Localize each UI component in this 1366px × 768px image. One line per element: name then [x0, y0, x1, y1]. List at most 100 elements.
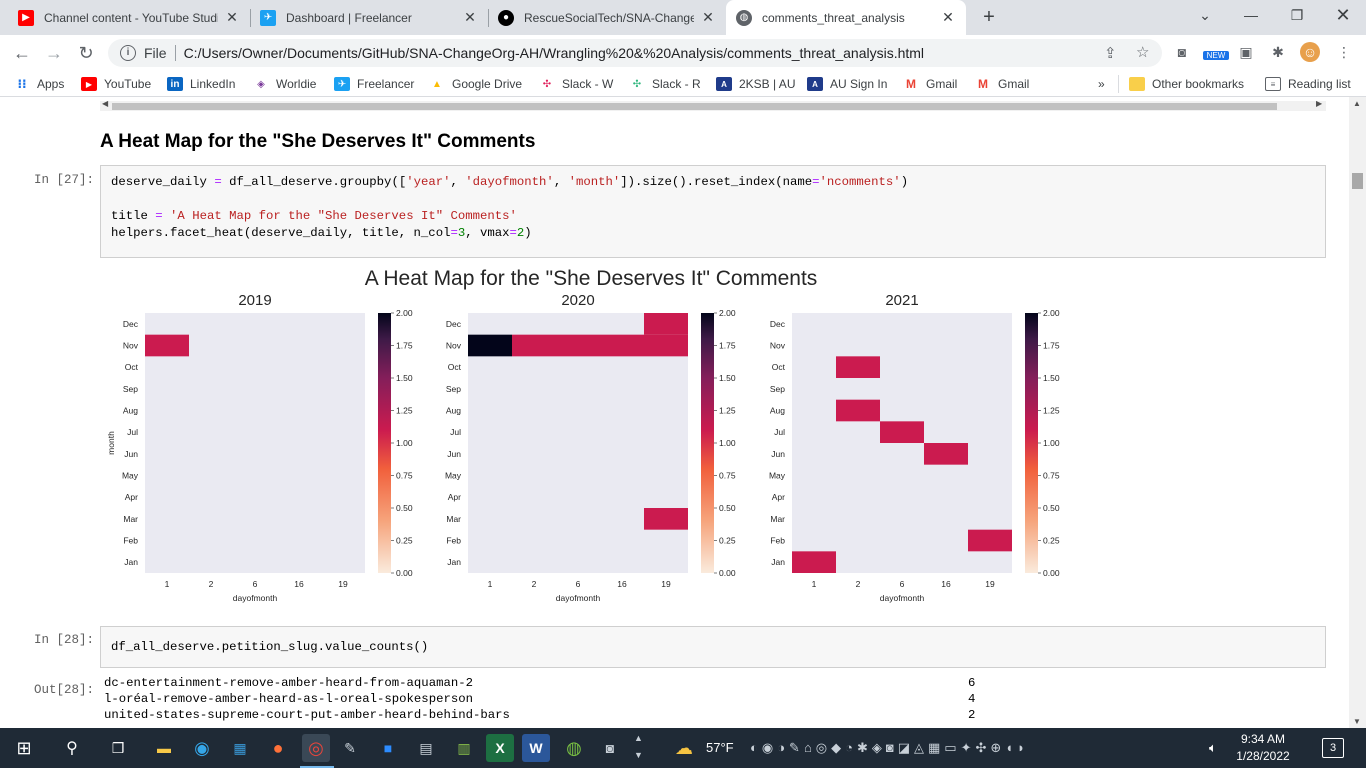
bookmark-freelancer[interactable]: ✈ Freelancer [334, 75, 414, 93]
x-tick-label: 1 [488, 579, 493, 589]
scroll-up-icon[interactable]: ▲ [1353, 99, 1361, 108]
notifications-icon[interactable]: 3 [1322, 738, 1344, 758]
code-token: = [812, 175, 820, 189]
y-tick-label: Sep [446, 384, 461, 394]
x-tick-label: 2 [532, 579, 537, 589]
back-arrow-icon[interactable]: ← [13, 43, 31, 63]
petition-slug: united-states-supreme-court-put-amber-he… [104, 708, 510, 722]
camera-icon[interactable]: ◙ [1177, 44, 1187, 60]
firefox-icon[interactable]: ● [272, 737, 284, 758]
x-axis-label: dayofmonth [233, 593, 278, 603]
bookmark-gmail-2[interactable]: M Gmail [975, 75, 1029, 93]
share-icon[interactable]: ⇪ [1104, 45, 1117, 62]
scroll-down-icon[interactable]: ▼ [1353, 717, 1361, 726]
youtube-icon: ▶ [18, 9, 34, 26]
scroll-left-icon[interactable]: ◀ [102, 99, 109, 108]
clock[interactable]: 9:34 AM 1/28/2022 [1228, 731, 1298, 765]
bookmark-reading-list[interactable]: ≡ Reading list [1265, 75, 1351, 93]
calculator-icon[interactable]: ▤ [419, 739, 433, 756]
bookmark-gmail-1[interactable]: M Gmail [903, 75, 957, 93]
volume-icon[interactable]: 🔈︎ [1209, 740, 1217, 755]
bookmark-au-sign-in[interactable]: A AU Sign In [807, 75, 887, 93]
close-icon[interactable]: ✕ [702, 9, 714, 25]
bookmarks-bar: ⁝⁝ Apps ▶ YouTube in LinkedIn ◈ Worldie ✈ Fre… [0, 71, 1366, 97]
x-tick-label: 16 [617, 579, 627, 589]
output-area: dc-entertainment-remove-amber-heard-from… [104, 675, 984, 723]
heatmap-cell [644, 508, 688, 530]
bookmark-youtube[interactable]: ▶ YouTube [81, 75, 151, 93]
tab-title: comments_threat_analysis [762, 10, 905, 25]
y-tick-label: Jul [127, 427, 138, 437]
colorbar-tick-label: 1.75 [719, 341, 736, 351]
horizontal-scrollbar[interactable]: ◀ ▶ [100, 99, 1326, 111]
code-cell-27[interactable]: deserve_daily = df_all_deserve.groupby([… [100, 165, 1326, 258]
extension-new-icon[interactable]: NEW [1203, 42, 1229, 62]
url-text[interactable]: C:/Users/Owner/Documents/GitHub/SNA-Chan… [183, 45, 925, 61]
bookmark-label: Worldie [276, 77, 317, 91]
minimize-button[interactable]: — [1244, 7, 1258, 23]
bookmark-slack-r[interactable]: ✣ Slack - R [629, 75, 701, 93]
windows-start-icon[interactable]: ⊞ [16, 737, 32, 758]
weather-temp[interactable]: 57°F [706, 740, 734, 755]
petition-count: 2 [968, 708, 976, 722]
heatmap-cell [836, 399, 880, 422]
bookmark-worldie[interactable]: ◈ Worldie [253, 75, 316, 93]
bookmark-google-drive[interactable]: ▲ Google Drive [429, 75, 522, 93]
new-tab-button[interactable]: + [983, 6, 995, 28]
chrome-icon[interactable]: ◎ [302, 734, 330, 762]
store-icon[interactable]: ▦ [233, 739, 247, 756]
vertical-scrollbar[interactable]: ▲ ▼ [1349, 97, 1366, 728]
scroll-right-icon[interactable]: ▶ [1316, 99, 1323, 108]
tray-icons[interactable]: ◐◉◑✎⌂◎◆◔✱◈◙◪◬▦▭✦✣⊕◖◗ [750, 740, 1029, 755]
bookmark-apps[interactable]: ⁝⁝ Apps [14, 75, 64, 93]
y-axis-label: month [106, 431, 116, 455]
tab-freelancer[interactable]: ✈ Dashboard | Freelancer ✕ [250, 0, 488, 35]
tab-comments-threat-analysis[interactable]: ◍ comments_threat_analysis ✕ [726, 0, 966, 35]
scrollbar-thumb[interactable] [1352, 173, 1363, 189]
camera-app-icon[interactable]: ◙ [605, 740, 615, 756]
word-icon[interactable]: W [522, 734, 550, 762]
bookmark-2ksb[interactable]: A 2KSB | AU [716, 75, 795, 93]
heatmap-cell [968, 529, 1012, 552]
code-cell-28[interactable]: df_all_deserve.petition_slug.value_count… [100, 626, 1326, 668]
google-drive-icon: ▲ [432, 78, 442, 90]
tab-github[interactable]: ● RescueSocialTech/SNA-ChangeO ✕ [488, 0, 726, 35]
chart-app-icon[interactable]: ▥ [457, 739, 471, 756]
avatar[interactable]: ☺ [1300, 42, 1320, 62]
edge-icon[interactable]: ◉ [194, 737, 210, 758]
search-icon[interactable]: ⚲ [66, 740, 78, 757]
x-tick-label: 6 [576, 579, 581, 589]
extension-icon[interactable]: ▣ [1239, 44, 1253, 60]
y-tick-label: May [122, 471, 139, 481]
notification-count: 3 [1329, 742, 1337, 754]
restore-button[interactable]: ❐ [1290, 7, 1304, 23]
tray-expand-icon[interactable]: ▲ ▼ [634, 733, 643, 760]
excel-icon[interactable]: X [486, 734, 514, 762]
zoom-icon[interactable]: ■ [383, 740, 393, 756]
tab-title: Dashboard | Freelancer [286, 10, 412, 25]
reload-icon[interactable]: ↻ [78, 43, 94, 63]
close-icon[interactable]: ✕ [226, 9, 238, 25]
tab-search-icon[interactable]: ⌄ [1199, 7, 1211, 23]
bookmark-overflow-button[interactable]: » [1098, 75, 1105, 93]
bookmark-linkedin[interactable]: in LinkedIn [167, 75, 235, 93]
menu-dots-icon[interactable]: ⋮ [1337, 44, 1351, 60]
file-explorer-icon[interactable]: ▬ [157, 740, 171, 756]
tab-youtube-studio[interactable]: ▶ Channel content - YouTube Studi ✕ [8, 0, 250, 35]
bookmark-label: Gmail [926, 77, 958, 91]
puzzle-icon[interactable]: ✱ [1272, 44, 1284, 60]
close-window-button[interactable]: ✕ [1335, 5, 1351, 25]
info-icon[interactable]: i [120, 45, 136, 61]
bookmark-slack-w[interactable]: ✣ Slack - W [539, 75, 614, 93]
close-icon[interactable]: ✕ [464, 9, 476, 25]
forward-arrow-icon[interactable]: → [45, 43, 63, 63]
close-icon[interactable]: ✕ [942, 9, 954, 25]
bookmark-star-icon[interactable]: ☆ [1136, 44, 1150, 61]
reading-list-icon: ≡ [1265, 77, 1281, 91]
scrollbar-thumb[interactable] [112, 103, 1277, 110]
bookmark-other-bookmarks[interactable]: Other bookmarks [1129, 75, 1244, 93]
app-icon[interactable]: ◍ [566, 737, 582, 758]
editor-icon[interactable]: ✎ [344, 739, 356, 756]
task-view-icon[interactable]: ❒ [111, 739, 125, 756]
address-bar[interactable]: i File C:/Users/Owner/Documents/GitHub/S… [108, 39, 1162, 67]
